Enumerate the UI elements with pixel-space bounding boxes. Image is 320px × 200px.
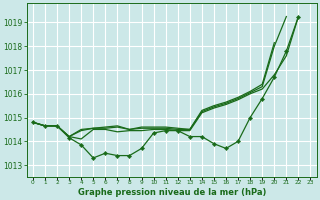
- X-axis label: Graphe pression niveau de la mer (hPa): Graphe pression niveau de la mer (hPa): [77, 188, 266, 197]
